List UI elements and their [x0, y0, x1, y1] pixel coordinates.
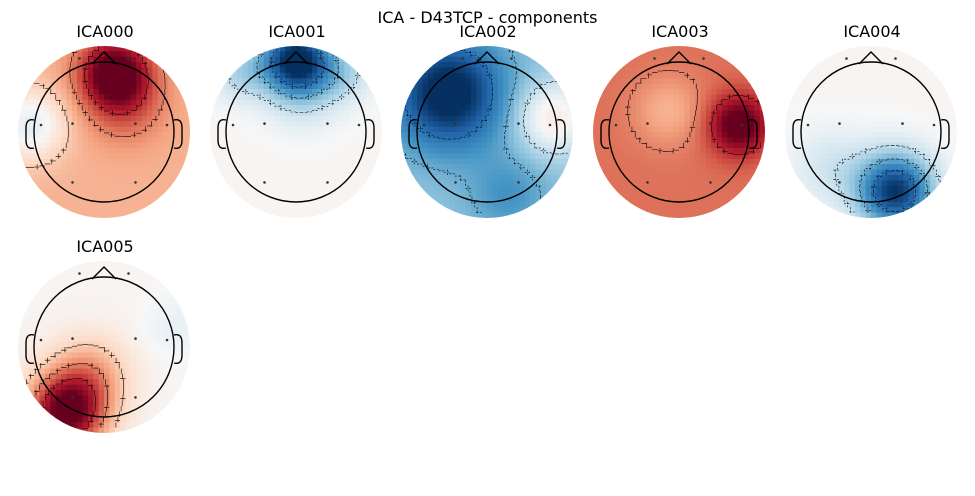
sensor-marker [326, 181, 329, 184]
sensor-marker [263, 181, 266, 184]
sensor-marker [454, 122, 457, 125]
topomap [18, 261, 190, 433]
sensor-marker [71, 122, 74, 125]
sensor-marker [894, 57, 897, 60]
figure-title: ICA - D43TCP - components [377, 8, 598, 27]
head-outline [25, 266, 183, 418]
topomap-title: ICA001 [268, 22, 326, 41]
topomap [593, 46, 765, 218]
head-outline [600, 51, 758, 203]
sensor-marker [71, 181, 74, 184]
sensor-marker [71, 337, 74, 340]
sensor-marker [454, 181, 457, 184]
sensor-marker [548, 123, 552, 127]
topomap-panel: ICA004 [782, 22, 962, 222]
topomap-title: ICA005 [76, 237, 134, 256]
head-outline [792, 51, 950, 203]
sensor-marker [653, 57, 656, 60]
sensor-marker [134, 396, 137, 399]
topomap-panel: ICA002 [398, 22, 578, 222]
head-outline [217, 51, 375, 203]
topomap [210, 46, 382, 218]
topomap-field [593, 46, 765, 218]
sensor-marker [127, 57, 130, 60]
sensor-marker [422, 123, 426, 127]
sensor-marker [709, 181, 712, 184]
sensor-marker [134, 337, 137, 340]
topomap-title: ICA000 [76, 22, 134, 41]
sensor-marker [231, 123, 235, 127]
sensor-marker [646, 122, 649, 125]
sensor-marker [270, 57, 273, 60]
sensor-marker [78, 272, 81, 275]
sensor-marker [357, 123, 361, 127]
sensor-marker [127, 272, 130, 275]
sensor-marker [646, 181, 649, 184]
topomap [785, 46, 957, 218]
topomap-field [18, 46, 190, 218]
sensor-marker [165, 123, 169, 127]
head-outline [408, 51, 566, 203]
sensor-marker [319, 57, 322, 60]
sensor-marker [740, 123, 744, 127]
sensor-marker [263, 122, 266, 125]
topomap-contours [625, 69, 761, 156]
topomap-panel: ICA000 [15, 22, 195, 222]
topomap [18, 46, 190, 218]
topomap-panel: ICA003 [590, 22, 770, 222]
topomap-field [785, 46, 957, 218]
sensor-marker [932, 123, 936, 127]
sensor-marker [39, 338, 43, 342]
sensor-marker [702, 57, 705, 60]
sensor-marker [78, 57, 81, 60]
sensor-marker [510, 57, 513, 60]
sensor-marker [517, 181, 520, 184]
sensor-marker [39, 123, 43, 127]
sensor-marker [165, 338, 169, 342]
sensor-marker [901, 181, 904, 184]
topomap [401, 46, 573, 218]
sensor-marker [901, 122, 904, 125]
sensor-marker [806, 123, 810, 127]
topomap-title: ICA004 [843, 22, 901, 41]
sensor-marker [838, 181, 841, 184]
sensor-marker [845, 57, 848, 60]
topomap-contours [18, 344, 126, 429]
sensor-marker [134, 181, 137, 184]
sensor-marker [326, 122, 329, 125]
topomap-panel: ICA005 [15, 237, 195, 437]
sensor-marker [71, 396, 74, 399]
topomap-field [210, 46, 382, 218]
sensor-marker [134, 122, 137, 125]
topomap-title: ICA003 [651, 22, 709, 41]
sensor-marker [709, 122, 712, 125]
topomap-title: ICA002 [459, 22, 517, 41]
topomap-field [401, 46, 573, 218]
topomap-panel: ICA001 [207, 22, 387, 222]
head-outline [25, 51, 183, 203]
sensor-marker [838, 122, 841, 125]
sensor-marker [461, 57, 464, 60]
sensor-marker [517, 122, 520, 125]
sensor-marker [614, 123, 618, 127]
